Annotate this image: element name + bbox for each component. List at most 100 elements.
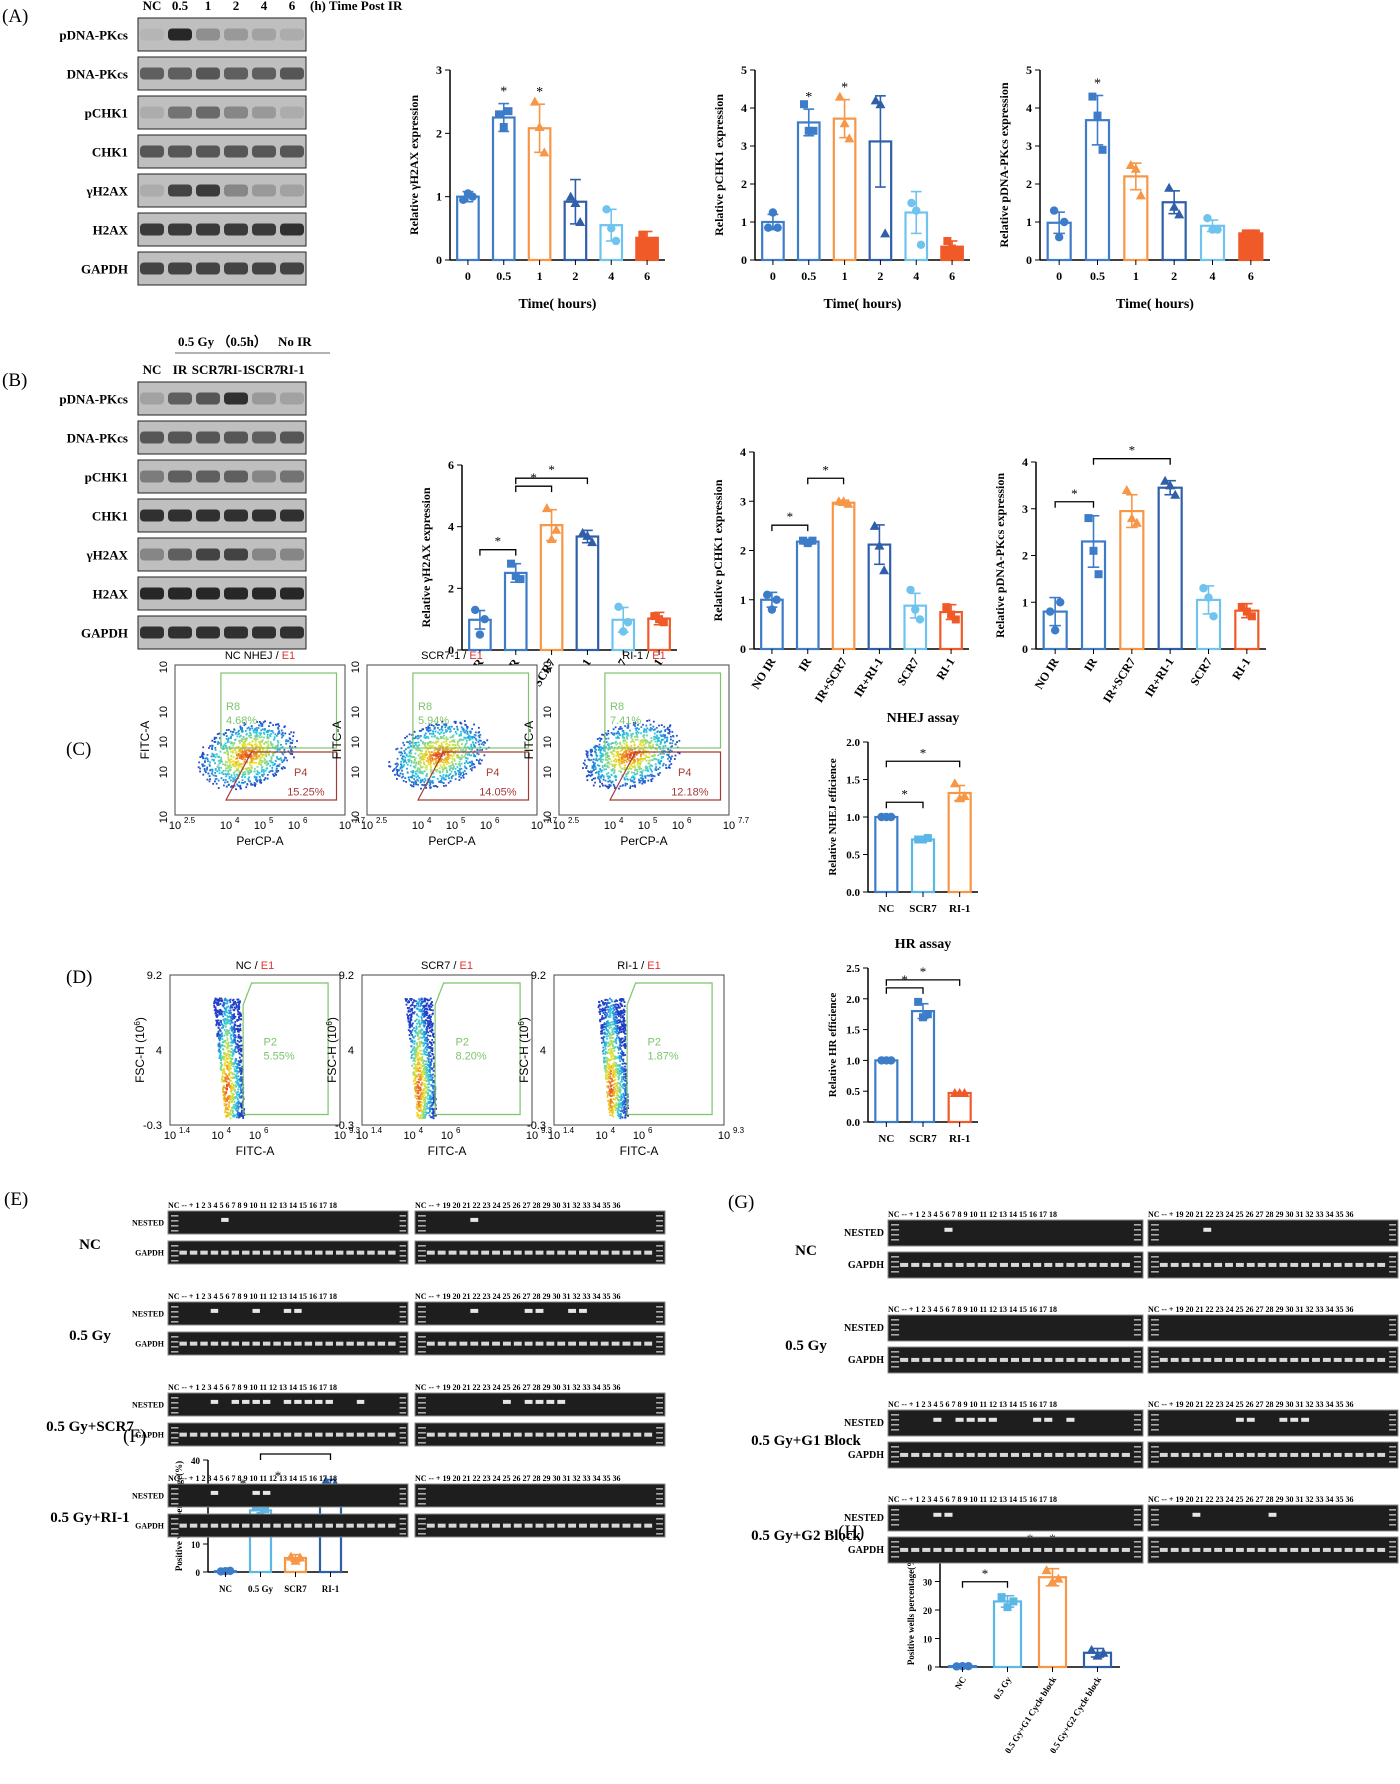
flow-event	[458, 775, 461, 778]
flow-event	[235, 746, 238, 749]
flow-event	[254, 752, 257, 755]
blot-band	[140, 392, 164, 405]
flow-event	[432, 724, 435, 727]
flow-event	[425, 760, 428, 762]
flow-event	[215, 1023, 218, 1026]
flow-event	[620, 744, 623, 747]
flow-event	[428, 732, 431, 735]
flow-event	[216, 765, 219, 768]
flow-event	[641, 779, 644, 781]
flow-event	[443, 734, 445, 737]
flow-event	[605, 785, 608, 788]
flow-event	[627, 772, 630, 774]
flow-event	[433, 1085, 436, 1088]
flow-event	[443, 778, 446, 781]
blot-row-label: GAPDH	[81, 262, 128, 277]
flow-event	[229, 1034, 232, 1037]
flow-event	[218, 1013, 221, 1016]
data-point	[948, 244, 957, 253]
blot-membrane	[137, 498, 307, 533]
flow-event	[669, 756, 672, 759]
flow-event	[242, 742, 245, 745]
flow-event	[656, 737, 659, 740]
flow-event	[667, 754, 670, 757]
flow-event	[583, 759, 586, 762]
flow-event	[615, 740, 617, 743]
flow-event	[425, 1076, 427, 1079]
flow-event	[240, 1053, 243, 1056]
flow-event	[628, 750, 631, 753]
flow-event	[427, 748, 430, 750]
flow-event	[210, 755, 213, 758]
flow-y-axis-label: FITC-A	[522, 721, 536, 760]
gate-p4-value: 15.25%	[287, 787, 325, 799]
flow-event	[256, 765, 259, 768]
flow-event	[637, 731, 640, 734]
data-point	[1060, 217, 1069, 227]
flow-event	[619, 756, 622, 759]
flow-event	[256, 729, 258, 731]
data-point	[886, 1056, 896, 1065]
flow-event	[278, 748, 281, 751]
flow-event	[630, 740, 632, 743]
flow-event	[456, 766, 459, 768]
x-tick-label: RI-1	[322, 1584, 340, 1594]
flow-event	[228, 767, 231, 770]
flow-event	[441, 768, 444, 771]
blot-row-label: H2AX	[93, 223, 129, 238]
flow-event	[237, 1114, 240, 1117]
flow-event	[229, 1050, 232, 1053]
flow-event	[422, 1045, 425, 1047]
flow-event	[275, 769, 278, 772]
flow-event	[237, 785, 240, 787]
y-tick-label: 3	[1022, 502, 1028, 516]
flow-event	[621, 730, 624, 732]
flow-event	[445, 740, 448, 743]
flow-event	[203, 768, 206, 770]
flow-event	[592, 758, 595, 761]
flow-event	[422, 1099, 425, 1102]
flow-event	[419, 1005, 422, 1008]
blot-row-label: DNA-PKcs	[67, 67, 128, 82]
flow-event	[622, 756, 625, 758]
blot-band	[196, 67, 220, 80]
flow-event	[403, 750, 406, 752]
flow-event	[413, 1040, 416, 1043]
flow-event	[270, 757, 273, 760]
flow-event	[251, 727, 254, 730]
flow-event	[222, 1087, 225, 1089]
x-axis-label: Time( hours)	[519, 297, 597, 312]
flow-event	[443, 749, 446, 752]
flow-event	[438, 723, 440, 726]
flow-event	[633, 776, 636, 779]
flow-event	[625, 750, 628, 753]
flow-event	[421, 1076, 424, 1079]
flow-event	[232, 1014, 235, 1017]
flow-event	[415, 1032, 418, 1035]
flow-event	[621, 758, 624, 760]
flow-event	[202, 756, 204, 758]
flow-event	[610, 746, 613, 748]
flow-event	[666, 753, 669, 756]
flow-event	[422, 1005, 424, 1007]
flow-event	[222, 1085, 225, 1088]
flow-event	[634, 760, 637, 763]
flow-event	[423, 1091, 426, 1094]
data-point	[879, 565, 890, 575]
flow-event	[256, 779, 259, 782]
flow-event	[599, 754, 602, 757]
flow-event	[421, 1012, 424, 1015]
flow-event	[276, 756, 278, 758]
flow-event	[414, 770, 417, 773]
flow-event	[250, 759, 253, 762]
flow-event	[260, 770, 263, 773]
flow-event	[415, 748, 418, 751]
x-axis-label: Time( hours)	[824, 297, 902, 312]
flow-event	[224, 1110, 227, 1113]
flow-event	[664, 729, 667, 731]
flow-event	[223, 1012, 226, 1015]
flow-event	[471, 762, 473, 765]
flow-event	[606, 753, 609, 756]
flow-event	[277, 765, 280, 768]
